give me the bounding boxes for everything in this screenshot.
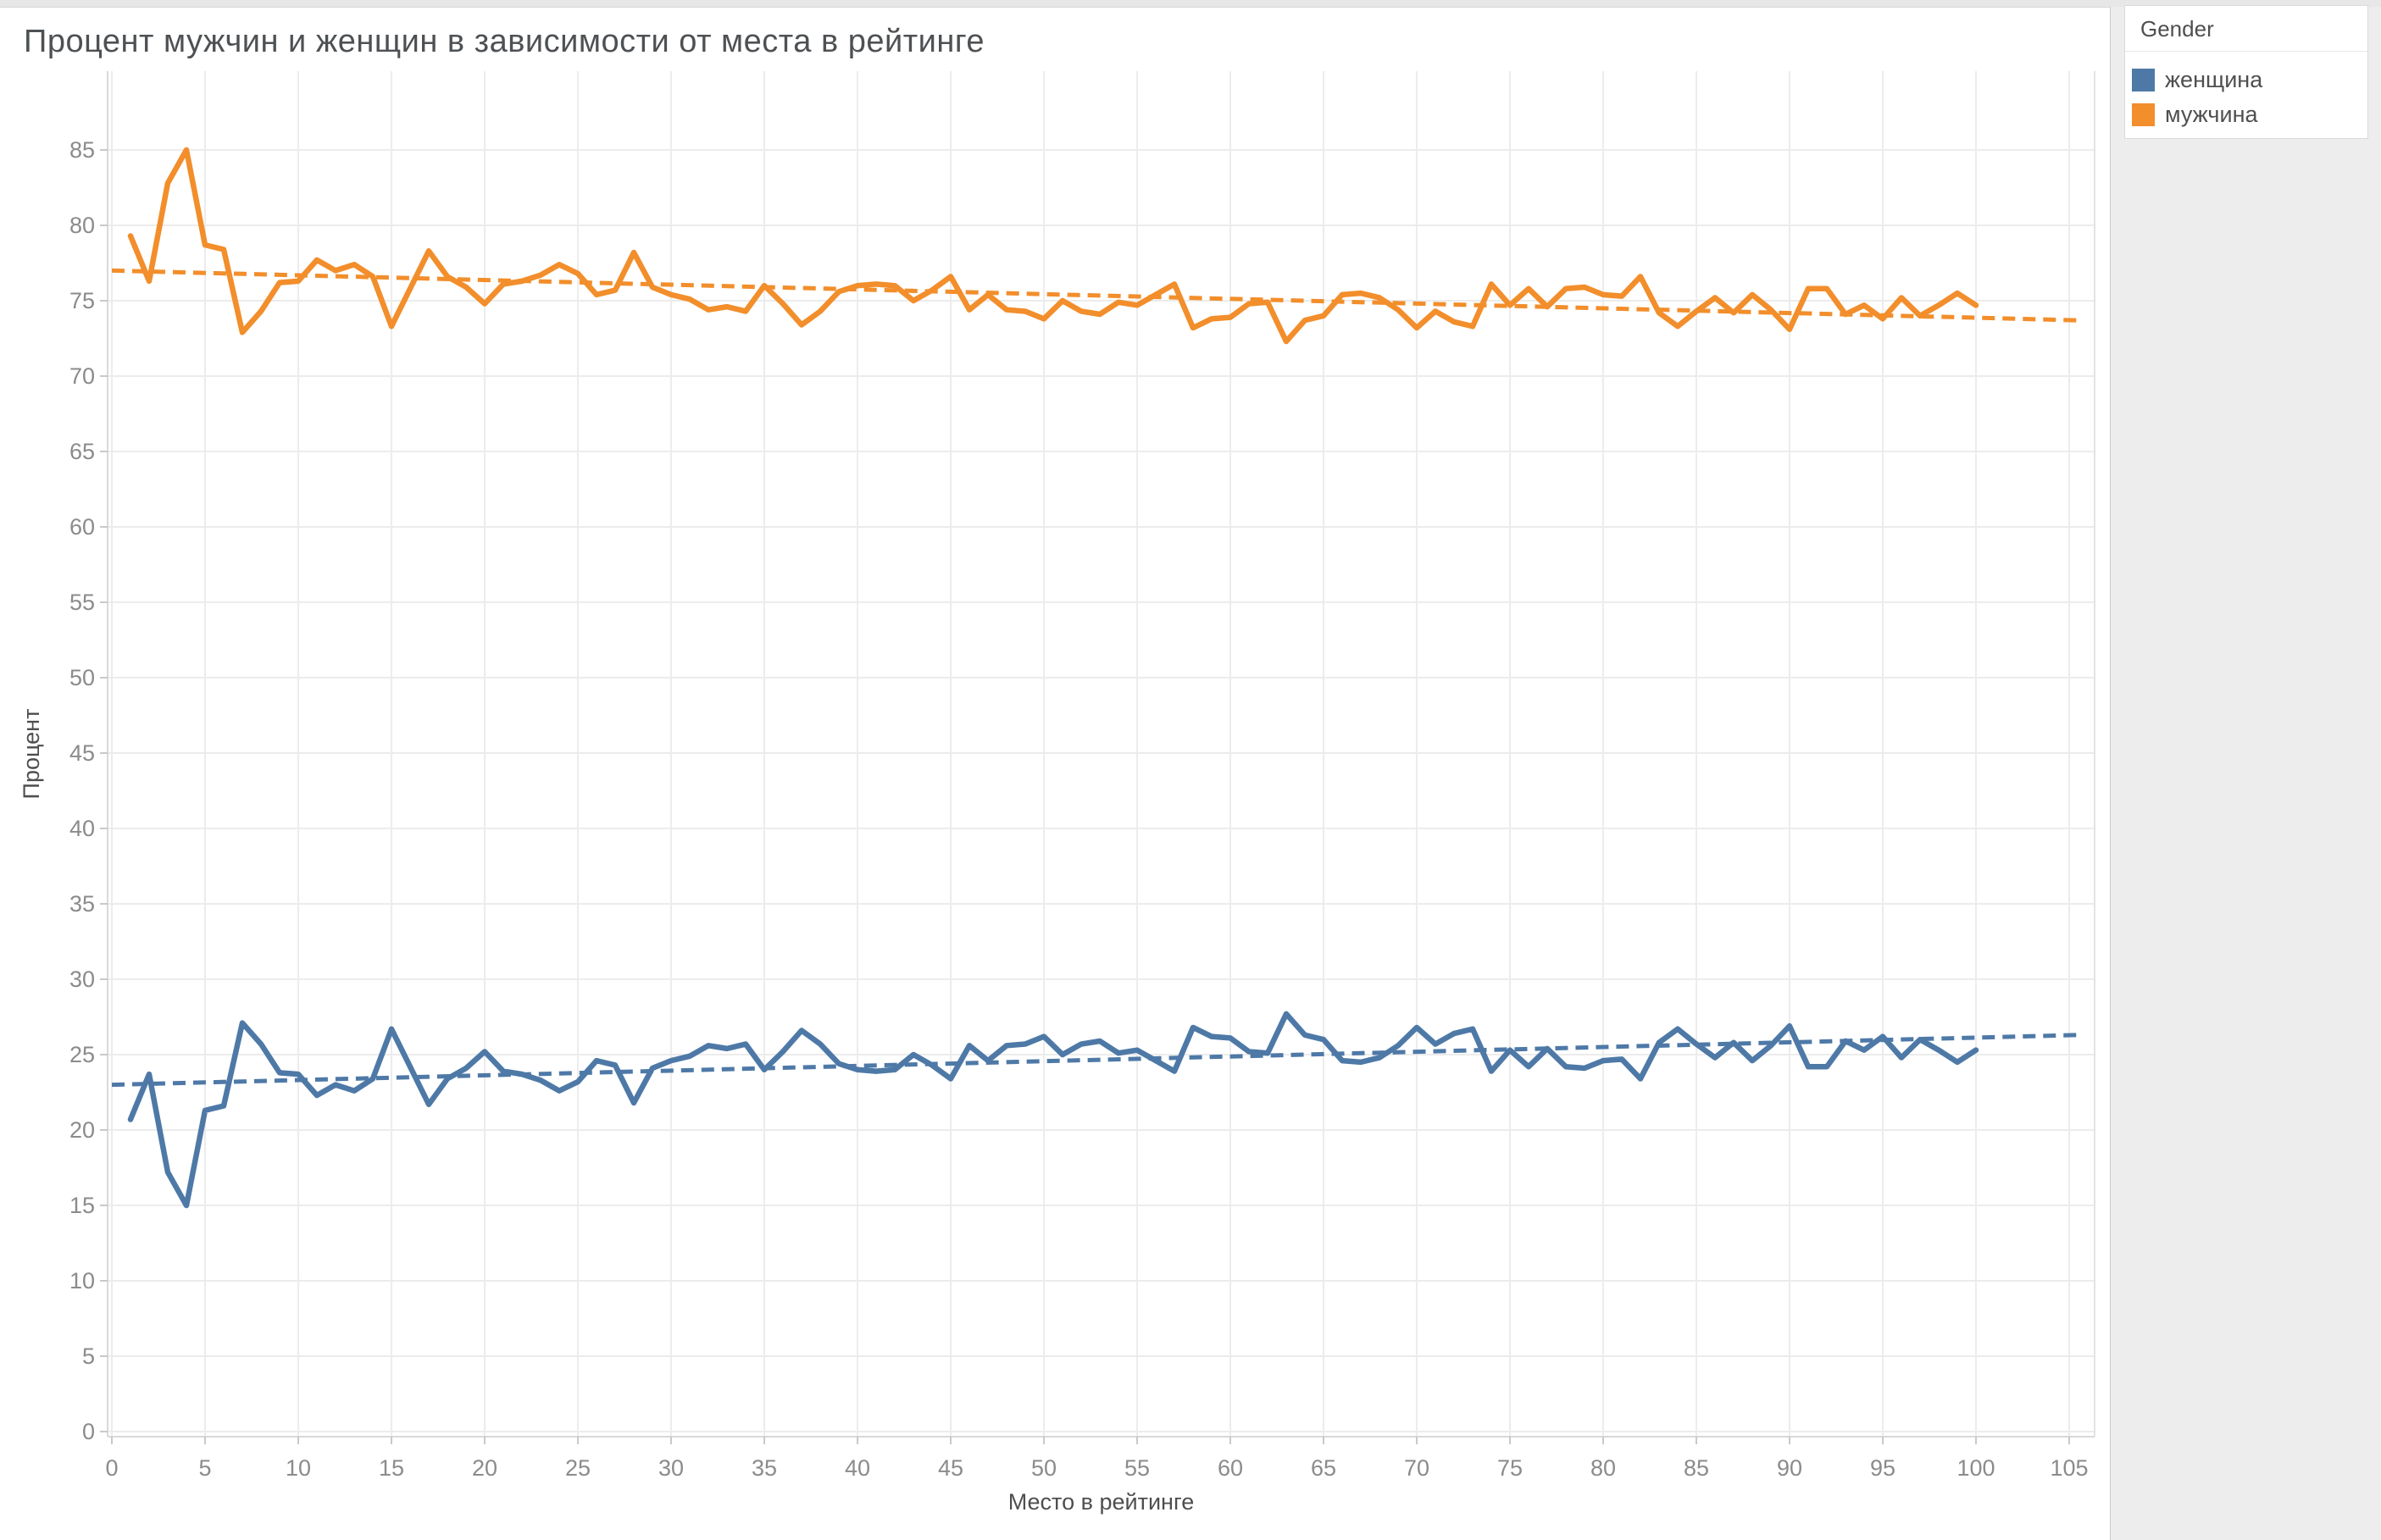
y-tick-label: 35 — [69, 891, 95, 917]
window-top-strip — [0, 0, 2381, 8]
legend-item-label: мужчина — [2165, 102, 2258, 127]
y-tick-label: 0 — [82, 1419, 95, 1444]
x-tick-label: 30 — [658, 1455, 684, 1481]
y-tick-label: 5 — [82, 1343, 95, 1369]
x-tick-label: 25 — [565, 1455, 591, 1481]
x-tick-label: 10 — [286, 1455, 311, 1481]
x-tick-label: 50 — [1031, 1455, 1057, 1481]
legend-swatch-icon — [2132, 103, 2155, 126]
series-line-мужчина[interactable] — [127, 147, 1979, 345]
chart-title: Процент мужчин и женщин в зависимости от… — [24, 24, 985, 59]
y-tick-label: 65 — [69, 439, 95, 464]
y-tick-label: 55 — [69, 590, 95, 615]
y-tick-label: 50 — [69, 665, 95, 690]
x-tick-label: 35 — [752, 1455, 777, 1481]
legend-swatch-icon — [2132, 69, 2155, 91]
y-tick-label: 75 — [69, 288, 95, 313]
y-tick-label: 70 — [69, 363, 95, 389]
y-tick-label: 45 — [69, 740, 95, 766]
x-tick-label: 65 — [1311, 1455, 1336, 1481]
x-tick-label: 85 — [1684, 1455, 1709, 1481]
y-tick-label: 20 — [69, 1117, 95, 1143]
y-tick-label: 10 — [69, 1268, 95, 1293]
x-tick-label: 80 — [1590, 1455, 1616, 1481]
x-tick-label: 0 — [105, 1455, 118, 1481]
legend-pane: Gender женщина мужчина — [2110, 5, 2381, 1540]
y-tick-label: 30 — [69, 967, 95, 992]
x-tick-label: 45 — [938, 1455, 963, 1481]
x-tick-label: 15 — [379, 1455, 404, 1481]
x-tick-label: 95 — [1870, 1455, 1895, 1481]
legend-item-женщина[interactable]: женщина — [2132, 67, 2367, 93]
x-axis-title: Место в рейтинге — [1008, 1489, 1194, 1515]
legend-item-мужчина[interactable]: мужчина — [2132, 102, 2367, 128]
y-tick-label: 40 — [69, 816, 95, 841]
legend-item-label: женщина — [2165, 67, 2263, 92]
x-tick-label: 40 — [845, 1455, 870, 1481]
x-tick-label: 5 — [198, 1455, 211, 1481]
x-tick-label: 60 — [1218, 1455, 1243, 1481]
x-tick-label: 100 — [1956, 1455, 1995, 1481]
y-tick-label: 25 — [69, 1042, 95, 1067]
legend-title: Gender — [2125, 6, 2367, 52]
legend-card: Gender женщина мужчина — [2124, 5, 2368, 139]
trend-line-мужчина[interactable] — [111, 268, 2079, 323]
chart-plot-area: 0 5 10 15 20 25 30 35 40 45 50 55 60 65 70 75 80 85 90 95 10… — [19, 71, 2095, 1515]
x-tick-label: 90 — [1777, 1455, 1802, 1481]
x-tick-label: 70 — [1404, 1455, 1429, 1481]
y-tick-label: 60 — [69, 514, 95, 540]
y-tick-label: 15 — [69, 1193, 95, 1218]
legend-items: женщина мужчина — [2125, 52, 2367, 138]
y-tick-label: 85 — [69, 137, 95, 163]
trend-line-женщина[interactable] — [111, 1033, 2079, 1088]
x-tick-label: 20 — [472, 1455, 497, 1481]
y-axis-title: Процент — [19, 709, 44, 800]
x-tick-label: 75 — [1497, 1455, 1523, 1481]
y-tick-label: 80 — [69, 213, 95, 238]
x-tick-label: 55 — [1124, 1455, 1150, 1481]
series-line-женщина[interactable] — [127, 1011, 1979, 1209]
x-tick-label: 105 — [2050, 1455, 2088, 1481]
